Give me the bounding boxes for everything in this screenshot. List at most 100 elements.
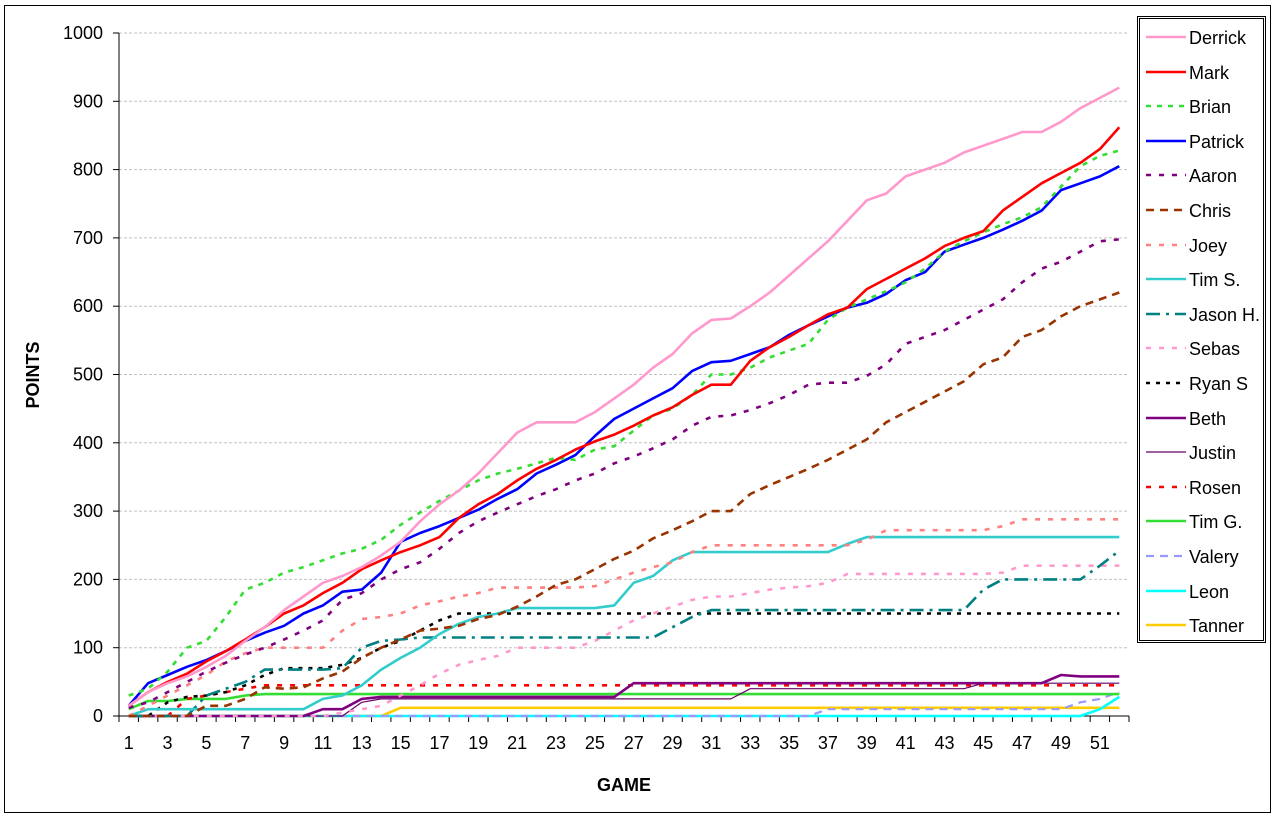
legend-label: Mark: [1189, 62, 1229, 83]
x-tick-label: 47: [1012, 733, 1032, 753]
series-line-chris: [128, 291, 1120, 718]
legend-swatch: [1146, 208, 1186, 212]
legend-swatch: [1146, 485, 1186, 489]
y-axis-title: POINTS: [23, 341, 43, 408]
legend-swatch: [1146, 554, 1186, 558]
legend-label: Chris: [1189, 201, 1232, 221]
axes: [113, 32, 1130, 722]
legend-label: Derrick: [1189, 28, 1246, 48]
legend-label: Sebas: [1189, 339, 1241, 360]
legend-label: Rosen: [1189, 477, 1242, 498]
legend-item: Patrick: [1138, 124, 1265, 158]
legend-item: Aaron: [1138, 158, 1265, 192]
x-tick-label: 3: [163, 733, 173, 753]
legend-swatch: [1146, 243, 1186, 246]
legend-item: Jason H.: [1138, 297, 1265, 331]
legend-swatch: [1146, 416, 1186, 419]
legend-item: Ryan S: [1138, 366, 1265, 400]
x-tick-label: 17: [429, 733, 449, 753]
x-tick-label: 41: [896, 733, 916, 753]
y-tick-label: 1000: [63, 23, 103, 43]
y-tick-label: 100: [73, 638, 103, 658]
x-tick-label: 25: [585, 733, 605, 753]
series-line-jason-h: [128, 549, 1121, 718]
x-tick-label: 23: [546, 733, 566, 753]
legend-swatch: [1146, 139, 1186, 143]
series-line-rosen: [128, 684, 1120, 718]
legend-swatch: [1146, 312, 1186, 316]
y-tick-label: 300: [73, 501, 103, 521]
legend: Derrick Mark Brian Patrick Aaron Chris Joey Tim…: [1137, 16, 1266, 643]
legend-item: Beth: [1138, 401, 1265, 435]
legend-swatch: [1146, 174, 1186, 177]
series-line-patrick: [127, 165, 1120, 707]
x-tick-label: 7: [240, 733, 250, 753]
legend-item: Leon: [1138, 574, 1265, 608]
legend-item: Tim G.: [1138, 504, 1265, 538]
series-line-valery: [128, 691, 1120, 718]
legend-item: Joey: [1138, 228, 1265, 262]
legend-item: Mark: [1138, 55, 1265, 89]
x-tick-label: 21: [507, 733, 527, 753]
x-tick-label: 45: [973, 733, 993, 753]
legend-label: Leon: [1189, 581, 1230, 602]
legend-label: Valery: [1189, 547, 1239, 567]
x-tick-label: 19: [468, 733, 488, 753]
x-tick-label: 13: [352, 733, 372, 753]
x-tick-label: 27: [624, 733, 644, 753]
legend-item: Chris: [1138, 193, 1265, 227]
y-tick-label: 600: [73, 296, 103, 316]
legend-label: Brian: [1189, 97, 1232, 118]
y-tick-label: 800: [73, 160, 103, 180]
legend-item: Sebas: [1138, 331, 1265, 365]
legend-item: Tim S.: [1138, 262, 1265, 296]
x-tick-label: 15: [391, 733, 411, 753]
legend-label: Justin: [1189, 443, 1237, 464]
x-tick-label: 1: [124, 733, 134, 753]
series-line-tim-g: [128, 692, 1120, 711]
legend-label: Ryan S: [1189, 374, 1249, 394]
x-tick-label: 31: [701, 733, 721, 753]
legend-label: Aaron: [1189, 166, 1238, 187]
legend-swatch: [1146, 35, 1186, 39]
legend-swatch: [1146, 451, 1186, 453]
x-tick-label: 51: [1090, 733, 1110, 753]
series-lines: [127, 86, 1121, 718]
x-tick-label: 49: [1051, 733, 1071, 753]
y-tick-labels: 0 100 200 300 400 500 600 700 800 900 1000: [63, 23, 103, 726]
gridlines: [119, 32, 1129, 649]
legend-swatch: [1146, 623, 1186, 627]
legend-swatch: [1146, 277, 1186, 281]
x-axis-title: GAME: [597, 775, 651, 795]
x-tick-label: 5: [201, 733, 211, 753]
series-line-brian: [128, 149, 1120, 697]
x-tick-labels: 1 3 5 7 9 11 13 15 17 19 21 23 25 27 29 31 33 35 37 39 41 43 4…: [124, 733, 1110, 753]
x-tick-label: 11: [314, 733, 333, 753]
series-line-tim-s: [128, 535, 1120, 718]
legend-swatch: [1146, 104, 1186, 108]
legend-label: Beth: [1189, 408, 1227, 429]
y-tick-label: 200: [73, 569, 103, 589]
legend-label: Patrick: [1189, 131, 1245, 152]
series-line-beth: [128, 673, 1120, 718]
legend-label: Tim G.: [1189, 512, 1243, 533]
legend-swatch: [1146, 347, 1186, 350]
legend-swatch: [1146, 381, 1186, 385]
x-tick-label: 43: [934, 733, 954, 753]
series-line-aaron: [128, 238, 1120, 710]
legend-swatch: [1146, 70, 1186, 73]
x-tick-label: 33: [740, 733, 760, 753]
x-tick-label: 29: [663, 733, 683, 753]
legend-item: Justin: [1138, 435, 1265, 469]
legend-swatch: [1146, 520, 1186, 523]
legend-label: Joey: [1189, 235, 1228, 256]
y-tick-label: 700: [73, 228, 103, 248]
y-tick-label: 400: [73, 433, 103, 453]
x-tick-label: 37: [818, 733, 838, 753]
series-line-leon: [128, 695, 1120, 718]
x-tick-label: 35: [779, 733, 799, 753]
legend-item: Rosen: [1138, 470, 1265, 504]
y-tick-label: 900: [73, 91, 103, 111]
legend-item: Derrick: [1138, 20, 1265, 54]
